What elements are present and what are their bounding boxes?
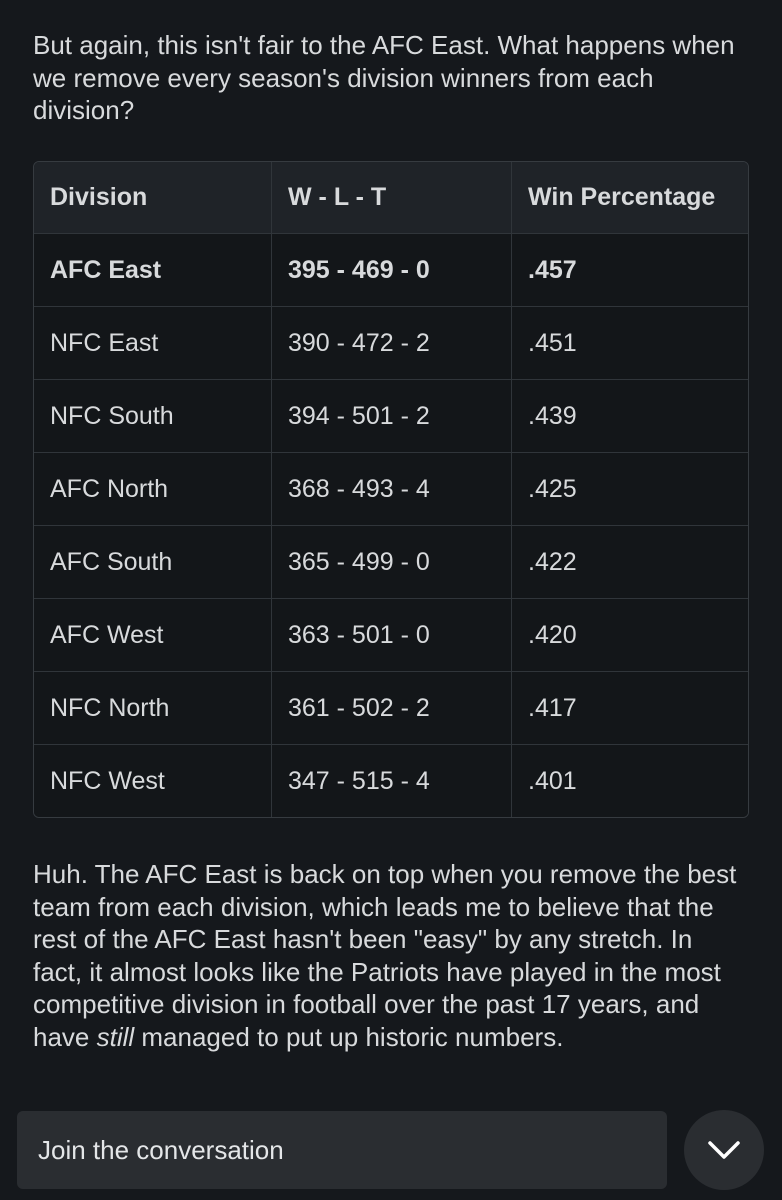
table-cell: 368 - 493 - 4 — [272, 453, 512, 526]
closing-text: Huh. The AFC East is back on top when yo… — [33, 859, 737, 1052]
table-row: AFC North 368 - 493 - 4.425 — [34, 453, 748, 526]
table-cell: AFC North — [34, 453, 272, 526]
emphasis: still — [96, 1021, 135, 1052]
table-cell: NFC East — [34, 307, 272, 380]
table-cell: 390 - 472 - 2 — [272, 307, 512, 380]
table-cell: NFC South — [34, 380, 272, 453]
table-row: NFC East 390 - 472 - 2.451 — [34, 307, 748, 380]
button-bg — [684, 1110, 764, 1190]
comment-input[interactable]: Join the conversation — [17, 1111, 667, 1189]
table-cell: .401 — [512, 745, 748, 817]
table-cell: AFC South — [34, 526, 272, 599]
table-cell: 365 - 499 - 0 — [272, 526, 512, 599]
table-row: AFC South 365 - 499 - 0.422 — [34, 526, 748, 599]
table-cell: .451 — [512, 307, 748, 380]
header-row: Division W - L - T Win Percentage — [34, 162, 748, 234]
table-row: NFC North 361 - 502 - 2.417 — [34, 672, 748, 745]
table-cell: 394 - 501 - 2 — [272, 380, 512, 453]
closing-text: managed to put up historic numbers. — [134, 1021, 564, 1052]
table-cell: NFC West — [34, 745, 272, 817]
table-row: NFC West 347 - 515 - 4.401 — [34, 745, 748, 817]
intro-paragraph: But again, this isn't fair to the AFC Ea… — [33, 30, 735, 125]
table-cell: AFC East — [34, 234, 272, 307]
table-cell: AFC West — [34, 599, 272, 672]
column-header: W - L - T — [272, 162, 512, 234]
table-cell: NFC North — [34, 672, 272, 745]
table-cell: 395 - 469 - 0 — [272, 234, 512, 307]
table-row: AFC West 363 - 501 - 0.420 — [34, 599, 748, 672]
table-cell: .422 — [512, 526, 748, 599]
table-row: NFC South 394 - 501 - 2.439 — [34, 380, 748, 453]
column-header: Division — [34, 162, 272, 234]
table-cell: .420 — [512, 599, 748, 672]
table-cell: .417 — [512, 672, 748, 745]
table-cell: .457 — [512, 234, 748, 307]
table-cell: 361 - 502 - 2 — [272, 672, 512, 745]
division-table: Division W - L - T Win Percentage AFC East… — [33, 161, 749, 818]
scroll-button[interactable] — [684, 1110, 764, 1190]
table-body: AFC East 395 - 469 - 0.457 NFC East 390 - 4… — [34, 234, 748, 817]
table-cell: 363 - 501 - 0 — [272, 599, 512, 672]
closing-paragraph: Huh. The AFC East is back on top when yo… — [33, 858, 738, 1053]
table-cell: .439 — [512, 380, 748, 453]
table-row: AFC East 395 - 469 - 0.457 — [34, 234, 748, 307]
table-cell: 347 - 515 - 4 — [272, 745, 512, 817]
table-cell: .425 — [512, 453, 748, 526]
column-header: Win Percentage — [512, 162, 748, 234]
chevron-icon — [708, 1141, 740, 1159]
